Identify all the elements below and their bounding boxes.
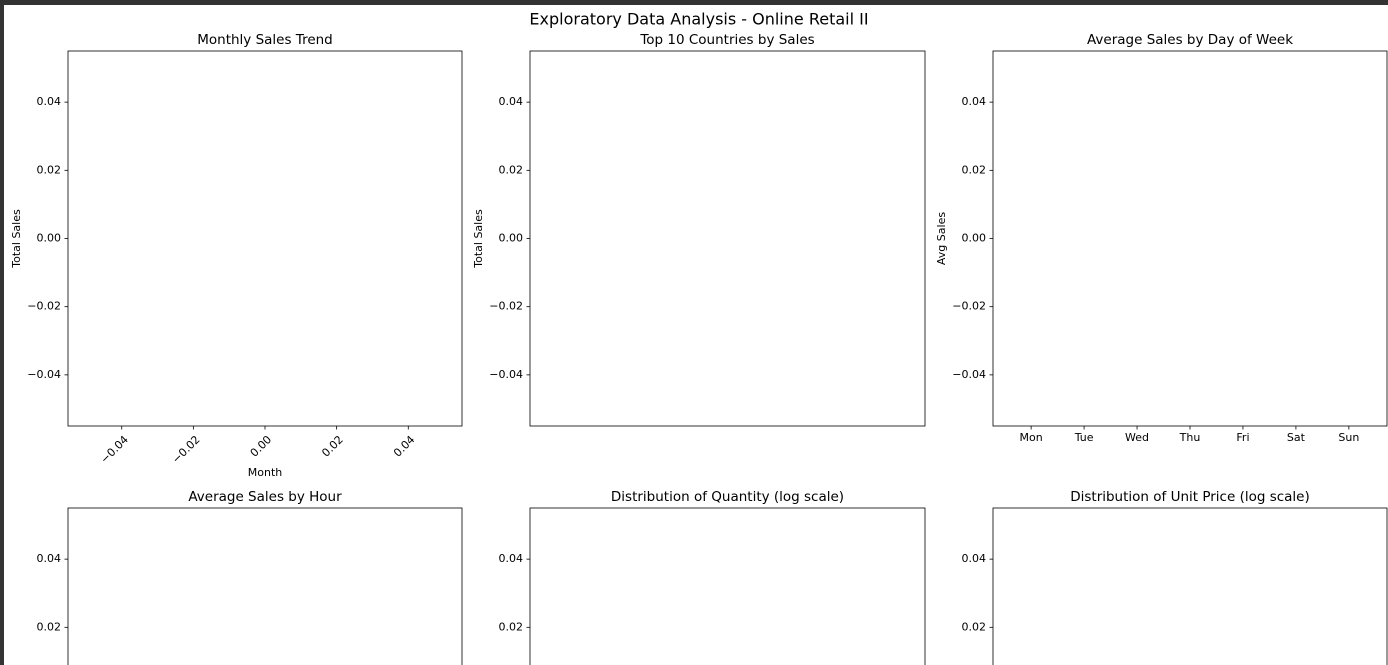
subplot-title: Average Sales by Hour: [188, 489, 342, 505]
axes-frame: [529, 507, 926, 665]
axes-frame: [992, 50, 1388, 427]
subplot-title: Distribution of Unit Price (log scale): [1070, 489, 1310, 505]
y-tick-label: 0.00: [962, 232, 987, 245]
x-tick-label: Sat: [1287, 431, 1306, 444]
y-tick-label: 0.00: [37, 232, 62, 245]
x-tick-label: −0.04: [98, 433, 131, 466]
x-tick-label: −0.02: [170, 433, 203, 466]
figure-title: Exploratory Data Analysis - Online Retai…: [529, 10, 868, 29]
y-tick-label: −0.02: [489, 300, 523, 313]
y-tick-label: 0.02: [962, 163, 987, 176]
y-tick-label: −0.04: [952, 368, 986, 381]
y-tick-label: −0.04: [27, 368, 61, 381]
axes-frame: [67, 50, 463, 427]
y-tick-label: 0.04: [37, 552, 62, 565]
y-tick-label: 0.04: [962, 95, 987, 108]
x-tick-label: 0.04: [391, 433, 418, 460]
axes-frame: [992, 507, 1388, 665]
x-tick-label: Mon: [1020, 431, 1043, 444]
x-axis-label: Month: [248, 466, 283, 479]
x-tick-label: Fri: [1236, 431, 1249, 444]
subplot-title: Average Sales by Day of Week: [1087, 32, 1293, 48]
y-axis-label: Total Sales: [472, 209, 485, 269]
y-tick-label: 0.02: [499, 620, 524, 633]
y-tick-label: 0.00: [499, 232, 524, 245]
x-tick-label: Tue: [1074, 431, 1094, 444]
y-tick-label: 0.04: [37, 95, 62, 108]
axes-frame: [529, 50, 926, 427]
axes-frame: [67, 507, 463, 665]
x-tick-label: Wed: [1125, 431, 1149, 444]
subplot-title: Top 10 Countries by Sales: [639, 32, 814, 48]
x-tick-label: Sun: [1338, 431, 1359, 444]
y-tick-label: 0.02: [37, 620, 62, 633]
window-frame-left: [0, 0, 4, 665]
x-tick-label: 0.00: [248, 433, 275, 460]
y-axis-label: Total Sales: [10, 209, 23, 269]
y-tick-label: 0.04: [499, 95, 524, 108]
y-tick-label: 0.02: [962, 620, 987, 633]
x-tick-label: Thu: [1179, 431, 1201, 444]
y-axis-label: Avg Sales: [935, 212, 948, 265]
window-frame-top: [0, 0, 1388, 5]
subplot-title: Monthly Sales Trend: [197, 32, 333, 48]
x-tick-label: 0.02: [319, 433, 346, 460]
subplot-title: Distribution of Quantity (log scale): [611, 489, 844, 505]
y-tick-label: 0.02: [37, 163, 62, 176]
y-tick-label: 0.04: [499, 552, 524, 565]
y-tick-label: −0.02: [27, 300, 61, 313]
y-tick-label: −0.02: [952, 300, 986, 313]
y-tick-label: −0.04: [489, 368, 523, 381]
y-tick-label: 0.04: [962, 552, 987, 565]
y-tick-label: 0.02: [499, 163, 524, 176]
